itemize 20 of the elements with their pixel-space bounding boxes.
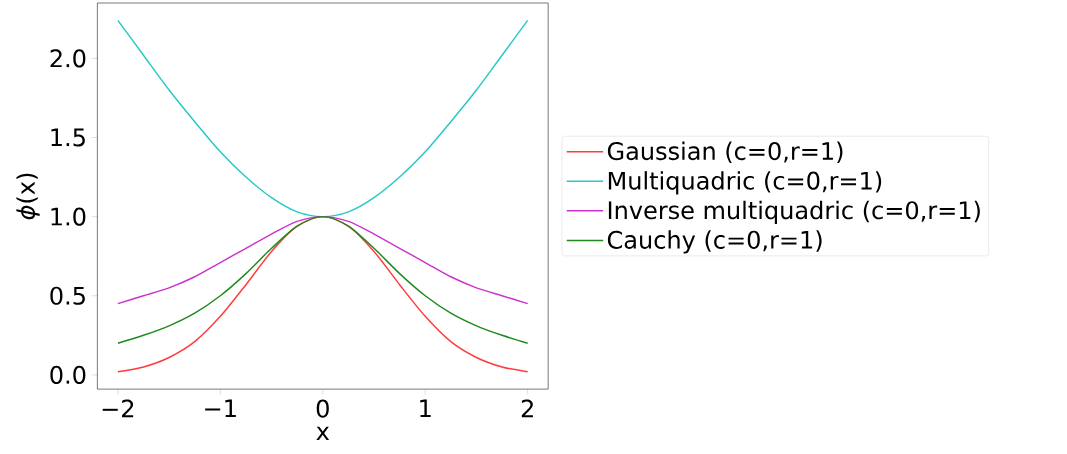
x-tick-label: −2 [102, 399, 134, 418]
line-series [117, 215, 529, 373]
y-tick-label: 1.5 [51, 128, 85, 147]
legend-label: Inverse multiquadric (c=0,r=1) [608, 200, 980, 224]
x-tick-label: 2 [521, 399, 533, 418]
legend-label: Cauchy (c=0,r=1) [607, 230, 822, 254]
y-tick-label: 2.0 [50, 49, 86, 68]
y-tick-label: 1.0 [51, 207, 86, 226]
legend-label: Multiquadric (c=0,r=1) [608, 171, 882, 195]
y-tick-label: 0.5 [50, 286, 85, 305]
x-axis-title: x [316, 426, 330, 440]
line-series [117, 215, 529, 305]
y-axis-title: ϕ(x) [16, 173, 40, 220]
line-series [117, 215, 529, 344]
x-tick-label: −1 [205, 399, 236, 417]
x-tick-label: 1 [420, 399, 431, 417]
y-tick-label: 0.0 [50, 365, 86, 384]
line-series [117, 19, 529, 218]
x-tick-label: 0 [316, 399, 329, 418]
legend-label: Gaussian (c=0,r=1) [607, 141, 843, 163]
